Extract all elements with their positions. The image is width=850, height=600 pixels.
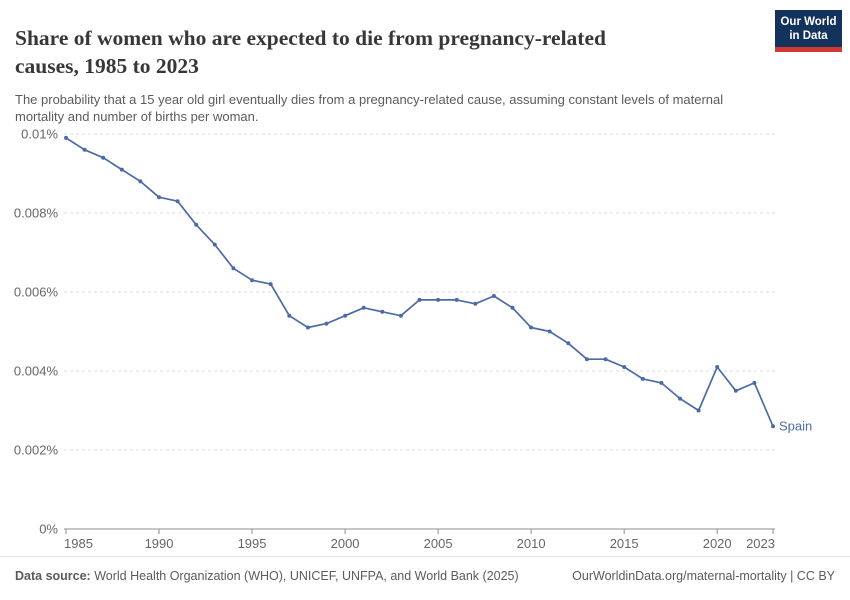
x-tick-label: 2015 xyxy=(610,536,639,551)
owid-logo-line1: Our World xyxy=(780,16,837,28)
data-point[interactable] xyxy=(324,321,329,326)
line-series-spain[interactable] xyxy=(64,135,775,429)
line-chart: 0.01%0.008%0.006%0.004%0.002%0%1985 1990 1… xyxy=(14,127,812,552)
x-axis: 1985 1990 1995 2000 2005 2010 2015 2020 2023 xyxy=(64,528,775,551)
data-point[interactable] xyxy=(305,325,310,330)
chart-title: Share of women who are expected to die f… xyxy=(15,26,606,79)
data-point[interactable] xyxy=(175,199,180,204)
data-point[interactable] xyxy=(101,155,106,160)
data-point[interactable] xyxy=(138,179,143,184)
data-point[interactable] xyxy=(268,282,273,287)
data-point[interactable] xyxy=(82,147,87,152)
data-point[interactable] xyxy=(157,195,161,200)
data-point[interactable] xyxy=(473,301,478,306)
data-point[interactable] xyxy=(436,297,441,302)
owid-logo[interactable]: Our World in Data xyxy=(775,10,842,52)
chart-subtitle: The probability that a 15 year old girl … xyxy=(15,92,724,124)
chart-footer: Data source: World Health Organization (… xyxy=(0,556,850,584)
y-tick-label: 0% xyxy=(39,522,58,537)
data-point[interactable] xyxy=(640,376,645,381)
data-point[interactable] xyxy=(343,313,348,318)
data-point[interactable] xyxy=(584,357,589,362)
x-tick-label: 2000 xyxy=(331,536,360,551)
y-tick-label: 0.006% xyxy=(14,285,59,300)
x-tick-label: 2005 xyxy=(424,536,453,551)
data-point[interactable] xyxy=(119,167,124,172)
data-point[interactable] xyxy=(417,297,422,302)
data-point[interactable] xyxy=(715,365,720,369)
data-point[interactable] xyxy=(566,341,571,346)
data-point[interactable] xyxy=(510,305,515,310)
data-point[interactable] xyxy=(622,365,627,369)
data-point[interactable] xyxy=(231,266,236,271)
y-tick-label: 0.008% xyxy=(14,206,59,221)
data-point[interactable] xyxy=(771,424,775,429)
x-tick-label: 1985 xyxy=(64,536,93,551)
chart-area: 0.01% 0.008% 0.006% 0.004% 0.002% 0% 1985 1990 1… xyxy=(0,118,850,556)
data-point[interactable] xyxy=(529,325,534,330)
data-source: Data source: World Health Organization (… xyxy=(15,568,519,584)
data-point[interactable] xyxy=(64,135,68,140)
data-point[interactable] xyxy=(491,294,496,298)
owid-logo-line2: in Data xyxy=(789,30,828,42)
x-tick-label: 2023 xyxy=(746,536,775,551)
data-point[interactable] xyxy=(361,305,366,310)
data-source-text: World Health Organization (WHO), UNICEF,… xyxy=(94,569,519,583)
data-point[interactable] xyxy=(454,297,459,302)
data-point[interactable] xyxy=(250,278,255,283)
y-tick-label: 0.01% xyxy=(21,127,58,142)
y-tick-label: 0.002% xyxy=(14,443,59,458)
y-tick-label: 0.004% xyxy=(14,364,59,379)
data-point[interactable] xyxy=(194,222,199,227)
data-point[interactable] xyxy=(733,388,738,393)
x-tick-label: 2010 xyxy=(517,536,546,551)
owid-link[interactable]: OurWorldinData.org/maternal-mortality | … xyxy=(572,569,835,583)
data-point[interactable] xyxy=(212,242,217,247)
data-point[interactable] xyxy=(287,313,292,318)
data-point[interactable] xyxy=(696,408,701,413)
data-point[interactable] xyxy=(380,309,385,314)
data-source-label: Data source: xyxy=(15,569,91,583)
data-point[interactable] xyxy=(678,396,682,401)
x-tick-label: 1995 xyxy=(238,536,267,551)
x-tick-label: 1990 xyxy=(145,536,174,551)
y-axis-grid: 0.01% 0.008% 0.006% 0.004% 0.002% 0% xyxy=(14,127,775,537)
data-point[interactable] xyxy=(603,357,608,362)
data-point[interactable] xyxy=(547,329,552,334)
data-point[interactable] xyxy=(659,380,664,385)
series-label-spain[interactable]: Spain xyxy=(779,418,812,433)
data-point[interactable] xyxy=(398,313,403,318)
spain-line[interactable] xyxy=(65,137,774,428)
data-point[interactable] xyxy=(752,380,757,385)
x-tick-label: 2020 xyxy=(703,536,732,551)
